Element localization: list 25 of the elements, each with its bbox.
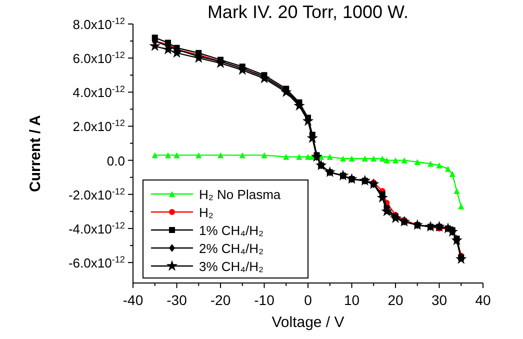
y-tick-label: 6.0x10$^{-12}$ — [72, 50, 125, 66]
x-tick-label: 10 — [344, 292, 360, 308]
legend-label: 2% CH₄/H₂ — [199, 241, 264, 256]
x-tick-label: 0 — [304, 292, 312, 308]
x-tick-label: -40 — [122, 292, 144, 308]
x-tick-label: 20 — [388, 292, 404, 308]
y-tick-label: 0.0 — [106, 153, 125, 168]
y-tick-label: -2.0x10$^{-12}$ — [68, 186, 125, 202]
x-tick-label: 40 — [475, 292, 491, 308]
y-tick-label: 8.0x10$^{-12}$ — [72, 16, 125, 32]
x-tick-label: 30 — [431, 292, 448, 308]
y-tick-label: 2.0x10$^{-12}$ — [72, 118, 125, 134]
legend-label: H₂ No Plasma — [199, 187, 282, 202]
y-tick-label: -4.0x10$^{-12}$ — [68, 220, 125, 236]
y-axis-title: Current / A — [27, 114, 44, 192]
x-tick-label: -30 — [166, 292, 188, 308]
chart-title: Mark IV. 20 Torr, 1000 W. — [207, 2, 409, 22]
legend-label: 1% CH₄/H₂ — [199, 223, 264, 238]
y-tick-label: 4.0x10$^{-12}$ — [72, 84, 125, 100]
legend-label: 3% CH₄/H₂ — [199, 259, 264, 274]
x-tick-label: -20 — [210, 292, 231, 308]
x-tick-label: -10 — [254, 292, 275, 308]
legend-label: H₂ — [199, 205, 214, 220]
x-axis-title: Voltage / V — [272, 314, 344, 331]
y-tick-label: -6.0x10$^{-12}$ — [68, 254, 125, 271]
